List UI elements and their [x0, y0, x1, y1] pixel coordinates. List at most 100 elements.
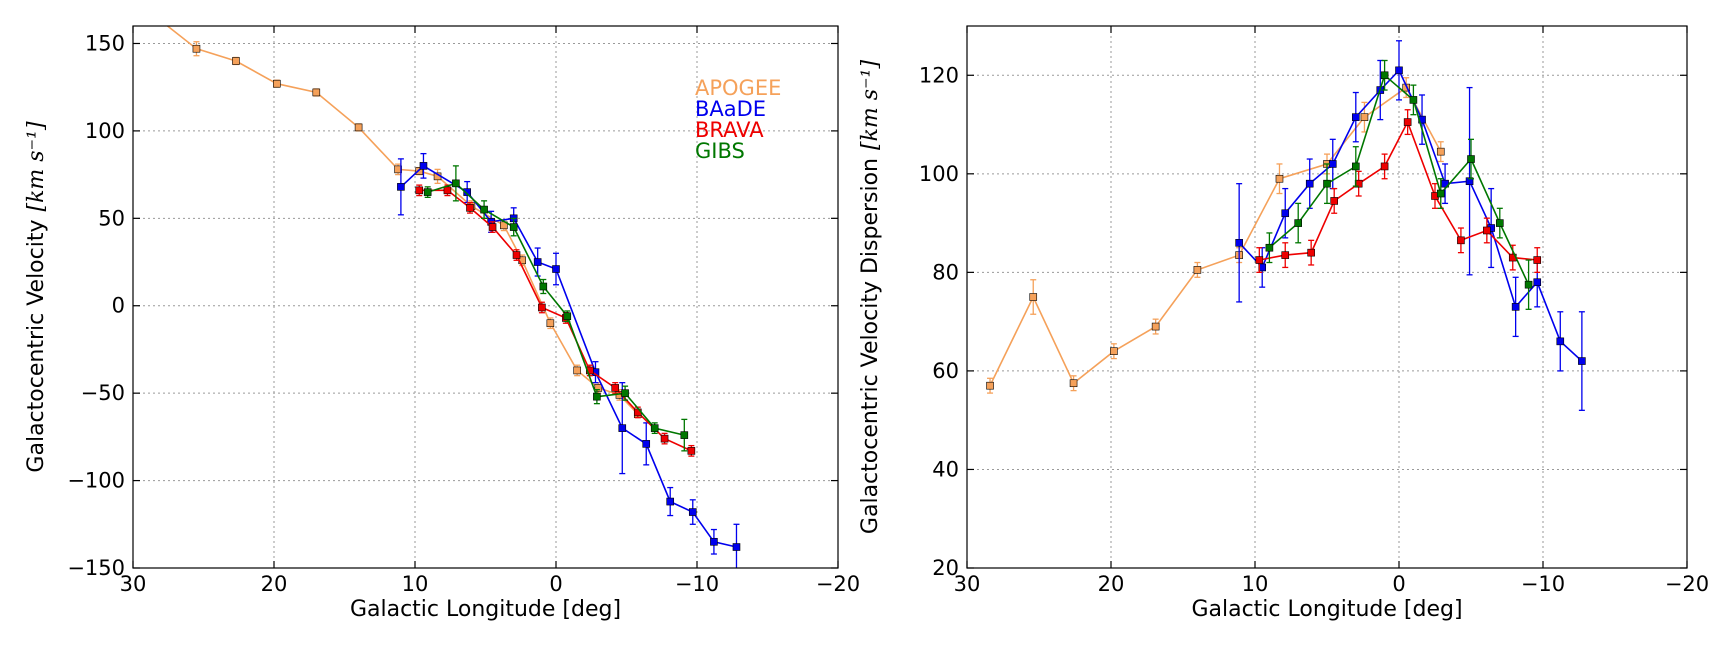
data-point-baade [1578, 357, 1586, 365]
data-point-gibs [593, 392, 601, 401]
data-point-gibs [452, 179, 460, 188]
data-point-brava [538, 303, 546, 312]
x-tick-label: 10 [402, 572, 429, 596]
data-point-baade [642, 440, 651, 448]
y-tick-label: 100 [919, 162, 959, 186]
plot-frame [132, 25, 839, 569]
data-point-apogee [354, 123, 363, 132]
data-point-baade [1511, 303, 1520, 311]
data-point-baade [533, 258, 542, 266]
y-axis-label: Galactocentric Velocity Dispersion [km s⁻… [858, 60, 883, 535]
data-point-baade [688, 508, 697, 516]
data-point-apogee [573, 366, 581, 375]
velocity-panel: 30 20 10 0 −10 −20−150−100−50050100150Galacti… [24, 12, 860, 622]
data-point-gibs [1436, 189, 1445, 198]
series-apogee [151, 12, 642, 419]
x-tick-label: −10 [675, 572, 719, 596]
data-point-apogee [546, 319, 555, 328]
data-point-gibs [621, 389, 629, 397]
data-point-apogee [415, 167, 424, 175]
data-point-gibs [1524, 280, 1533, 289]
legend-entry-gibs: GIBS [695, 139, 745, 163]
series-gibs [1265, 59, 1533, 310]
data-point-brava [1307, 248, 1315, 257]
data-point-apogee [232, 57, 240, 65]
y-tick-label: 150 [85, 31, 125, 55]
series-line-brava [1259, 120, 1538, 261]
data-point-baade [397, 183, 405, 191]
data-point-apogee [1110, 347, 1118, 356]
data-point-baade [1556, 337, 1565, 346]
x-tick-label: −20 [816, 572, 860, 596]
x-tick-label: 0 [1392, 572, 1405, 596]
data-point-apogee [312, 88, 321, 97]
x-axis-label: Galactic Longitude [deg] [350, 597, 621, 622]
data-point-baade [1281, 209, 1290, 218]
data-point-brava [488, 223, 497, 231]
data-point-brava [415, 186, 424, 195]
series-line-brava [419, 189, 692, 452]
data-point-brava [586, 366, 594, 375]
data-point-gibs [1409, 96, 1418, 104]
x-tick-label: 0 [549, 572, 562, 596]
legend-entry-baade: BAaDE [695, 97, 766, 121]
x-tick-label: −10 [1521, 572, 1565, 596]
data-point-gibs [1496, 219, 1504, 227]
legend-entry-brava: BRAVA [695, 118, 764, 142]
data-point-brava [1281, 251, 1290, 259]
data-point-brava [1533, 256, 1542, 264]
data-point-gibs [1467, 155, 1475, 163]
x-tick-label: 30 [120, 572, 147, 596]
y-axis-label: Galactocentric Velocity [km s⁻¹] [24, 121, 49, 473]
data-point-apogee [394, 165, 402, 174]
series-brava [415, 184, 696, 457]
y-tick-label: 50 [98, 206, 125, 230]
data-point-apogee [1069, 379, 1078, 388]
data-point-gibs [1380, 71, 1389, 80]
series-line-apogee [166, 26, 639, 415]
data-point-baade [732, 543, 741, 551]
data-point-apogee [1275, 174, 1284, 183]
y-axis-label-units: [km s⁻¹] [24, 121, 49, 211]
legend-entry-apogee: APOGEE [695, 76, 781, 100]
y-tick-label: 120 [919, 63, 959, 87]
data-point-apogee [1193, 266, 1202, 274]
data-point-brava [1457, 236, 1465, 245]
data-point-apogee [192, 44, 201, 53]
data-point-gibs [1265, 243, 1274, 252]
y-tick-label: 100 [85, 119, 125, 143]
data-point-brava [660, 434, 669, 443]
data-point-gibs [1294, 219, 1302, 227]
data-point-gibs [680, 431, 689, 439]
data-point-brava [1255, 256, 1264, 264]
y-tick-label: 0 [112, 294, 125, 318]
data-point-gibs [650, 424, 659, 432]
series-line-apogee [989, 86, 1442, 387]
y-axis-label-units: [km s⁻¹] [858, 60, 883, 150]
data-point-brava [1330, 197, 1338, 205]
plot-area [986, 40, 1586, 411]
data-point-apogee [273, 79, 281, 88]
data-point-brava [1483, 226, 1491, 235]
data-point-baade [710, 537, 718, 546]
data-point-gibs [423, 188, 432, 196]
data-point-apogee [986, 381, 994, 390]
data-point-baade [552, 265, 560, 273]
y-tick-label: 40 [932, 457, 959, 481]
data-point-brava [1403, 118, 1412, 126]
data-point-brava [512, 251, 521, 259]
data-point-baade [1395, 66, 1403, 75]
data-point-apogee [1029, 293, 1038, 301]
data-point-brava [466, 204, 474, 212]
data-point-gibs [1352, 162, 1360, 171]
data-point-gibs [563, 312, 572, 321]
data-point-apogee [1151, 322, 1160, 331]
data-point-baade [463, 188, 471, 196]
data-point-apogee [151, 12, 158, 19]
y-tick-label: 20 [932, 556, 959, 580]
data-point-brava [443, 186, 452, 195]
data-point-gibs [1323, 179, 1331, 188]
